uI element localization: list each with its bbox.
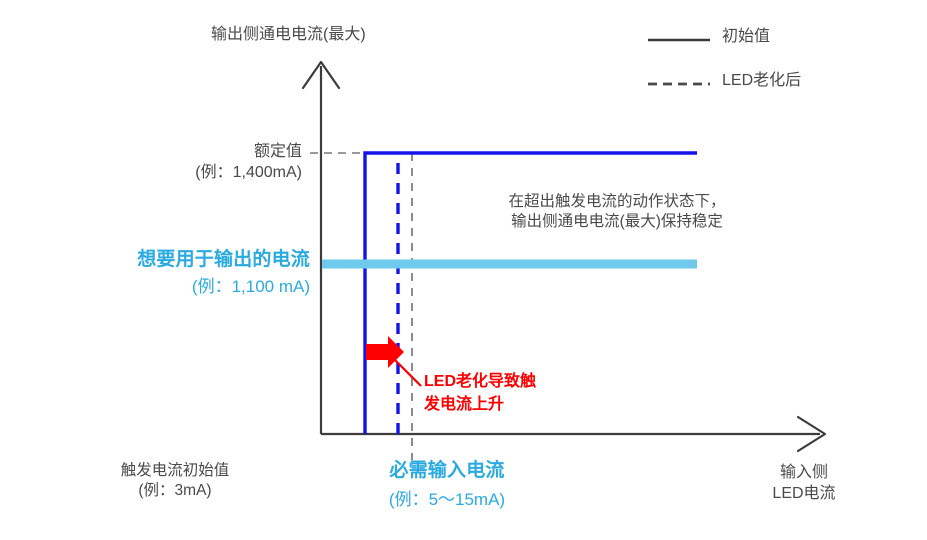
required-input-title: 必需输入电流	[389, 460, 505, 481]
desired-output-label: 想要用于输出的电流 (例：1,100 mA)	[22, 247, 310, 299]
trigger-initial-example: (例：3mA)	[138, 482, 212, 500]
rated-value-title: 额定值	[253, 143, 302, 160]
x-axis-label: 输入侧 LED电流	[744, 462, 864, 504]
legend-label-initial: 初始值	[722, 28, 771, 45]
trigger-initial-title: 触发电流初始值	[120, 462, 230, 479]
x-axis-arrowhead-icon	[796, 415, 827, 453]
rated-value-example: (例：1,400mA)	[195, 164, 302, 182]
required-input-example: (例：5〜15mA)	[388, 490, 506, 510]
legend-label-aged: LED老化后	[722, 72, 802, 89]
aging-note-leader-line	[391, 356, 422, 387]
desired-output-title: 想要用于输出的电流	[137, 249, 310, 270]
required-input-label: 必需输入电流 (例：5〜15mA)	[302, 458, 592, 512]
y-axis-label: 输出侧通电电流(最大)	[211, 26, 366, 43]
aging-note-line1: LED老化导致触	[424, 373, 537, 390]
x-axis-label-line2: LED电流	[772, 485, 836, 503]
rated-value-label: 额定值 (例：1,400mA)	[104, 141, 302, 183]
series-initial-curve	[363, 151, 697, 434]
desired-output-example: (例：1,100 mA)	[191, 277, 310, 297]
trigger-initial-label: 触发电流初始值 (例：3mA)	[62, 461, 288, 502]
aging-note-line2: 发电流上升	[424, 396, 505, 414]
y-axis-arrowhead-icon	[301, 60, 341, 90]
stability-note: 在超出触发电流的动作状态下， 输出侧通电电流(最大)保持稳定	[452, 192, 782, 233]
stability-note-line1: 在超出触发电流的动作状态下，	[508, 193, 726, 210]
aging-note: LED老化导致触 发电流上升	[424, 370, 536, 416]
x-axis-label-line1: 输入侧	[779, 464, 828, 481]
stability-note-line2: 输出侧通电电流(最大)保持稳定	[511, 213, 723, 231]
